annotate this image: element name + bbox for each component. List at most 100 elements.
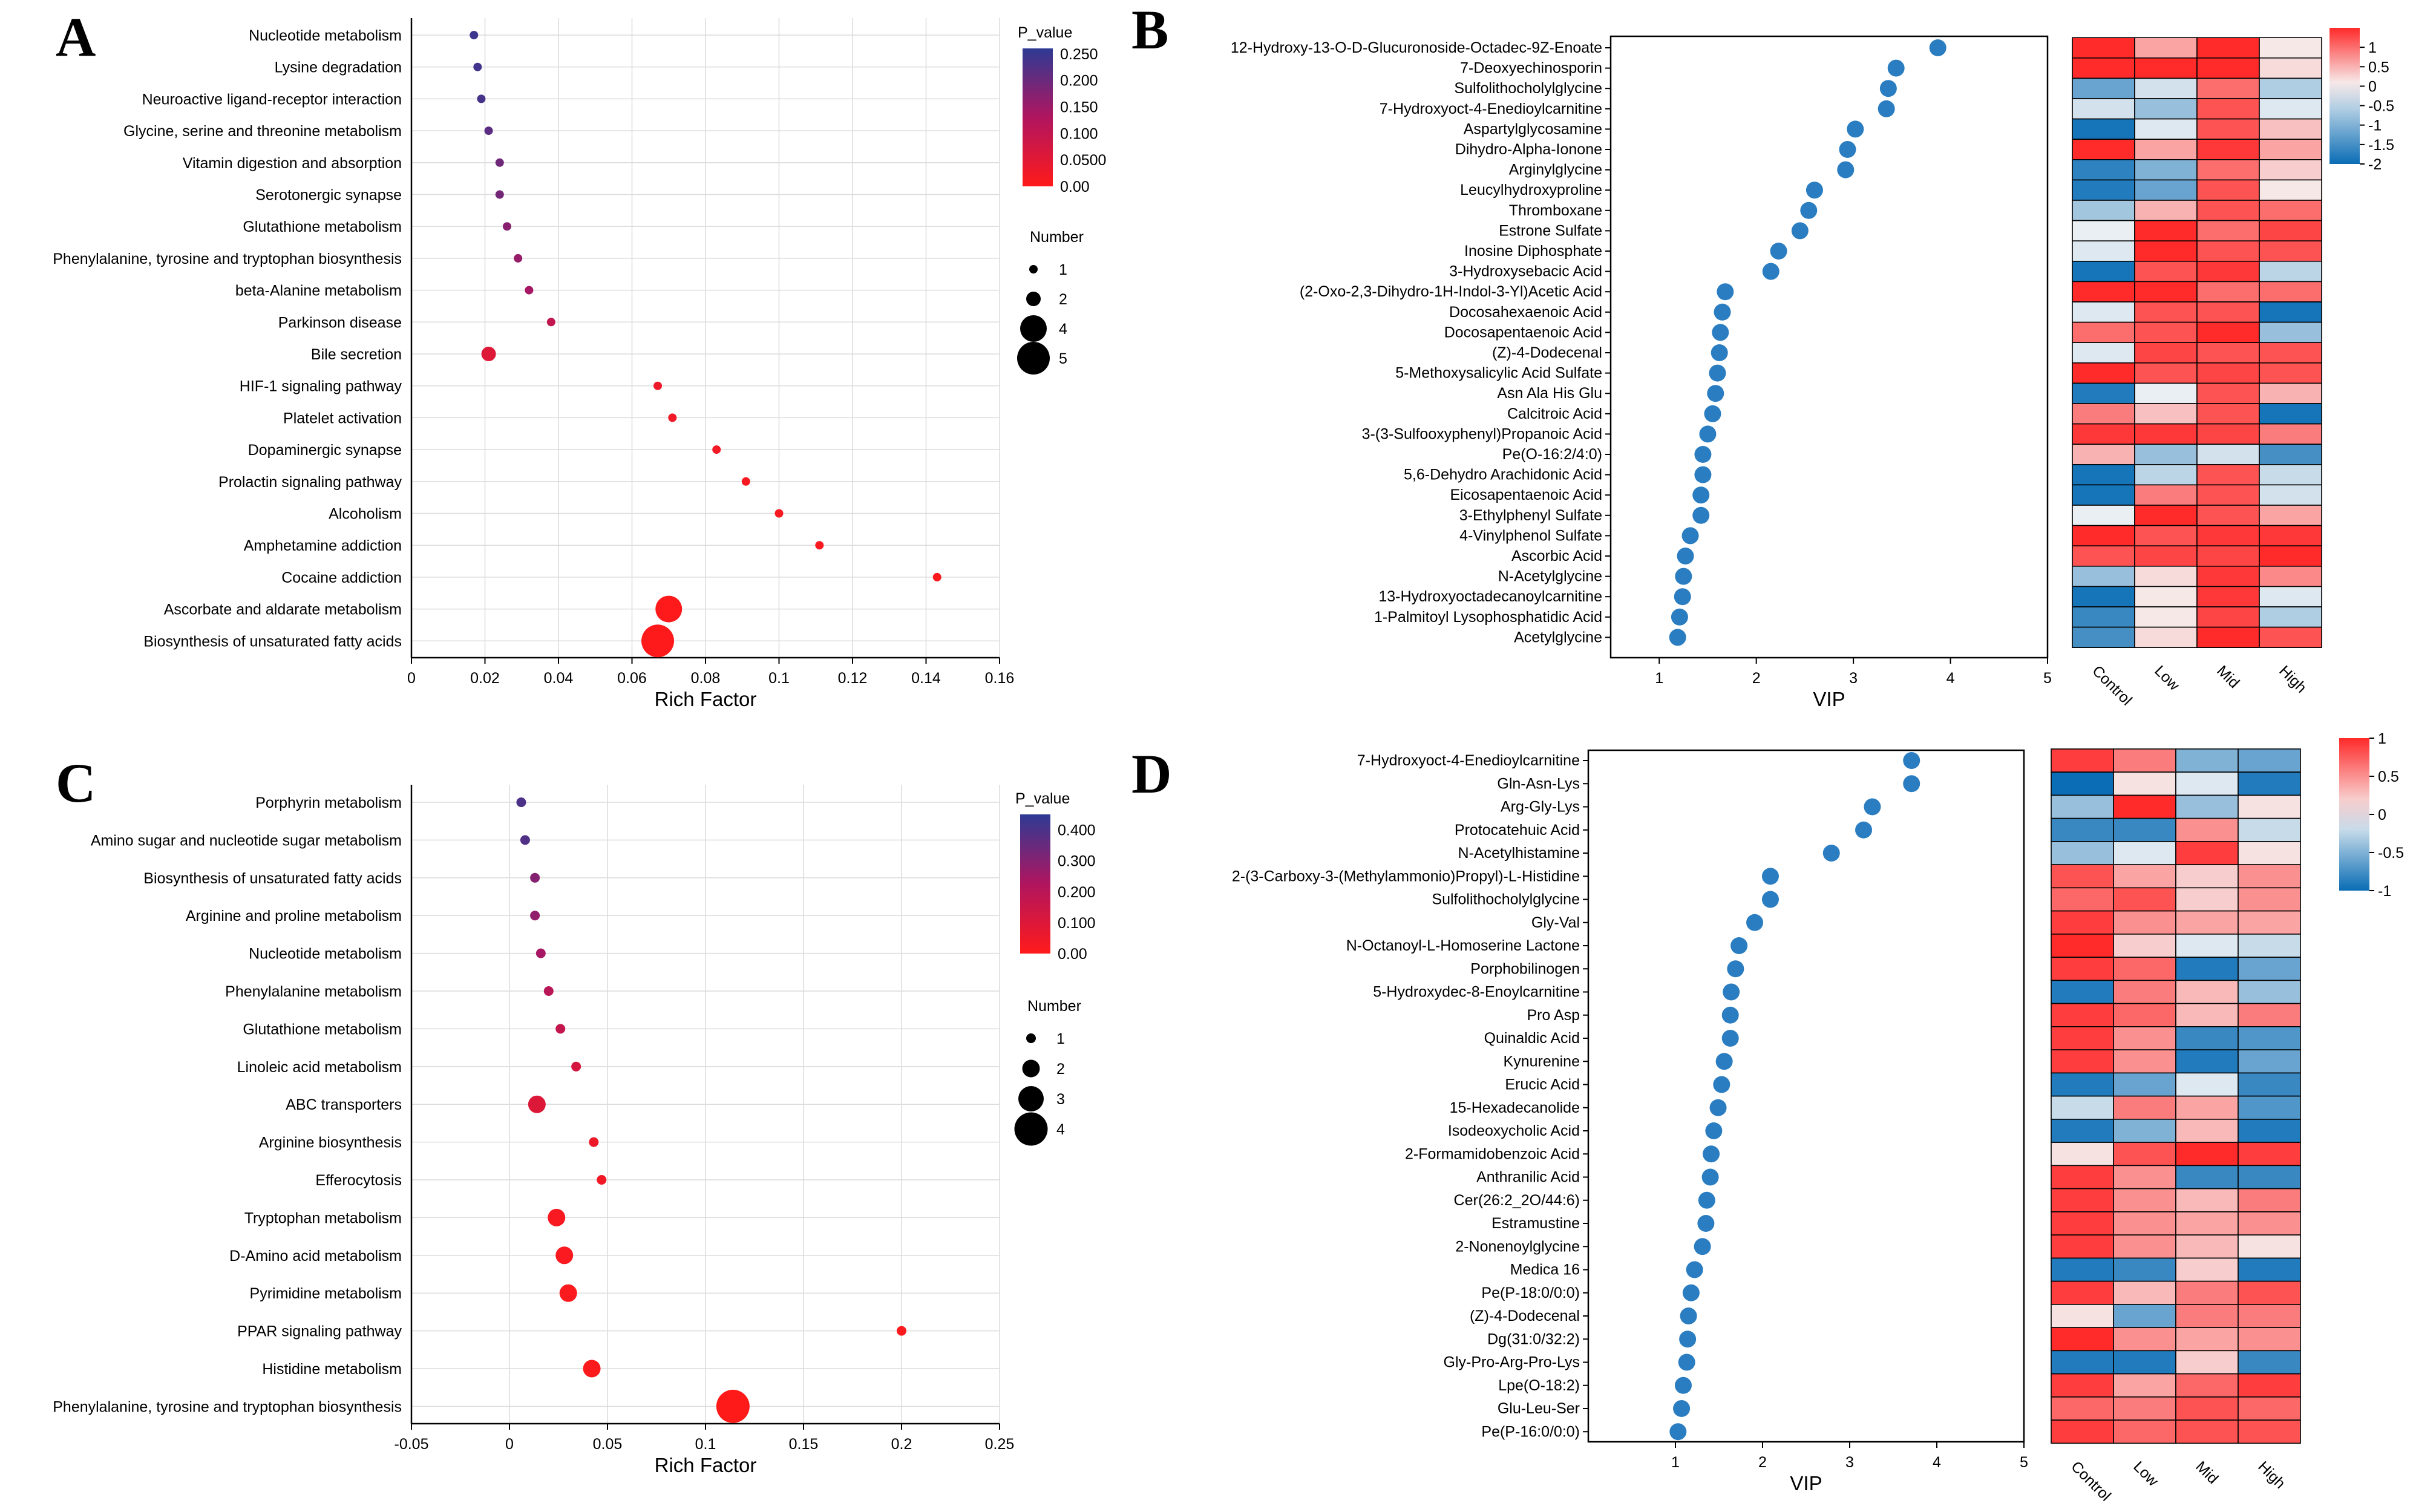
color-legend-tick: 0.400 [1058, 822, 1096, 839]
size-legend-label: 4 [1056, 1121, 1065, 1138]
heatmap-cell [2196, 301, 2260, 323]
bubble-point [548, 1208, 566, 1226]
heatmap-cell [2072, 443, 2135, 465]
x-axis-title: Rich Factor [655, 1454, 757, 1476]
vip-point [1694, 446, 1712, 463]
heatmap-cell [2196, 260, 2260, 283]
metabolite-label: Leucylhydroxyproline [1460, 182, 1602, 198]
color-legend-tick: 0.100 [1060, 125, 1098, 142]
panel-letter-b: B [1131, 0, 1168, 61]
heatmap-cell [2196, 342, 2260, 364]
bubble-point [473, 62, 482, 71]
bubble-point [641, 624, 675, 658]
vip-point [1806, 182, 1823, 199]
vip-point [1671, 608, 1688, 626]
colorbar [2339, 738, 2369, 891]
x-tick-label: 0.14 [911, 670, 941, 687]
heatmap-cell [2238, 1280, 2301, 1305]
metabolite-label: Calcitroic Acid [1507, 405, 1602, 422]
heatmap-cell [2134, 525, 2198, 546]
vip-point [1701, 1168, 1719, 1186]
heatmap-cell [2238, 957, 2301, 981]
heatmap-cell [2259, 301, 2322, 323]
heatmap-cell [2238, 841, 2301, 865]
heatmap-cell [2238, 910, 2301, 935]
bubble-point [815, 541, 824, 550]
metabolite-label: 13-Hydroxyoctadecanoylcarnitine [1378, 588, 1602, 605]
heatmap-cell [2113, 1304, 2176, 1328]
x-tick-label: 1 [1671, 1454, 1680, 1471]
heatmap-cell [2259, 179, 2322, 201]
heatmap-cell [2113, 1419, 2176, 1444]
vip-point [1727, 960, 1744, 978]
group-label: Control [2068, 1458, 2114, 1505]
x-tick-label: 2 [1758, 1454, 1767, 1471]
vip-point [1887, 59, 1905, 77]
heatmap-cell [2196, 565, 2260, 587]
heatmap-cell [2113, 1095, 2176, 1120]
heatmap-cell [2259, 98, 2322, 120]
metabolite-label: Lpe(O-18:2) [1498, 1377, 1580, 1394]
panel-a-enrichment-chart: Nucleotide metabolism Lysine degradation N… [53, 18, 1106, 710]
metabolite-label: Arginylglycine [1509, 162, 1602, 178]
heatmap-cell [2238, 1327, 2301, 1352]
heatmap-cell [2238, 1049, 2301, 1074]
heatmap-cell [2259, 77, 2322, 99]
metabolite-label: Estrone Sulfate [1499, 222, 1602, 239]
vip-point [1770, 243, 1787, 260]
vip-point [1679, 1330, 1697, 1348]
size-legend-label: 2 [1059, 291, 1067, 308]
heatmap-cell [2051, 1165, 2114, 1190]
heatmap-cell [2072, 159, 2135, 181]
size-legend-dot [1020, 315, 1047, 342]
vip-plot-frame [1587, 749, 2025, 1443]
heatmap-cell [2259, 382, 2322, 404]
x-tick-label: 0.15 [789, 1436, 819, 1453]
vip-point [1712, 324, 1729, 341]
vip-point [1800, 201, 1818, 219]
heatmap-cell [2134, 57, 2198, 79]
panel-letter-c: C [56, 752, 96, 814]
category-label: Platelet activation [283, 410, 402, 427]
heatmap-cell [2051, 1419, 2114, 1444]
heatmap-cell [2113, 841, 2176, 865]
colorbar-tick-label: 0.5 [2368, 59, 2389, 76]
metabolite-label: 15-Hexadecanolide [1450, 1099, 1580, 1116]
heatmap-cell [2072, 423, 2135, 445]
category-label: Phenylalanine, tyrosine and tryptophan b… [53, 1398, 402, 1415]
x-tick-label: 0.06 [617, 670, 647, 687]
category-label: Glutathione metabolism [243, 1021, 402, 1038]
panel-letter-d: D [1131, 743, 1171, 805]
x-tick-label: 0.2 [891, 1436, 912, 1453]
metabolite-label: (Z)-4-Dodecenal [1470, 1307, 1580, 1324]
color-legend-tick: 0.150 [1060, 99, 1098, 116]
heatmap-cell [2238, 864, 2301, 889]
heatmap-cell [2072, 565, 2135, 587]
heatmap-cell [2113, 1119, 2176, 1143]
heatmap-cell [2259, 484, 2322, 506]
heatmap-cell [2134, 260, 2198, 283]
colorbar-tick-label: -1 [2378, 883, 2391, 900]
heatmap-cell [2175, 1327, 2239, 1352]
heatmap-cell [2134, 505, 2198, 526]
size-legend-label: 5 [1059, 350, 1067, 367]
heatmap-cell [2175, 1280, 2239, 1305]
bubble-point [546, 318, 555, 327]
group-label: High [2276, 663, 2310, 696]
vip-point [1674, 1376, 1692, 1394]
color-legend-title: P_value [1018, 24, 1072, 41]
heatmap-cell [2259, 463, 2322, 486]
heatmap-cell [2196, 505, 2260, 526]
vip-point [1669, 1423, 1687, 1441]
heatmap-cell [2175, 934, 2239, 958]
heatmap-cell [2072, 403, 2135, 425]
heatmap-cell [2238, 887, 2301, 912]
vip-point [1791, 222, 1809, 240]
heatmap-cell [2072, 463, 2135, 486]
category-label: Neuroactive ligand-receptor interaction [142, 91, 402, 108]
heatmap-cell [2175, 1003, 2239, 1027]
metabolite-label: Cer(26:2_2O/44:6) [1454, 1192, 1580, 1209]
color-legend-tick: 0.250 [1060, 46, 1098, 63]
heatmap-cell [2072, 382, 2135, 404]
metabolite-label: 7-Hydroxyoct-4-Enedioylcarnitine [1357, 752, 1580, 769]
